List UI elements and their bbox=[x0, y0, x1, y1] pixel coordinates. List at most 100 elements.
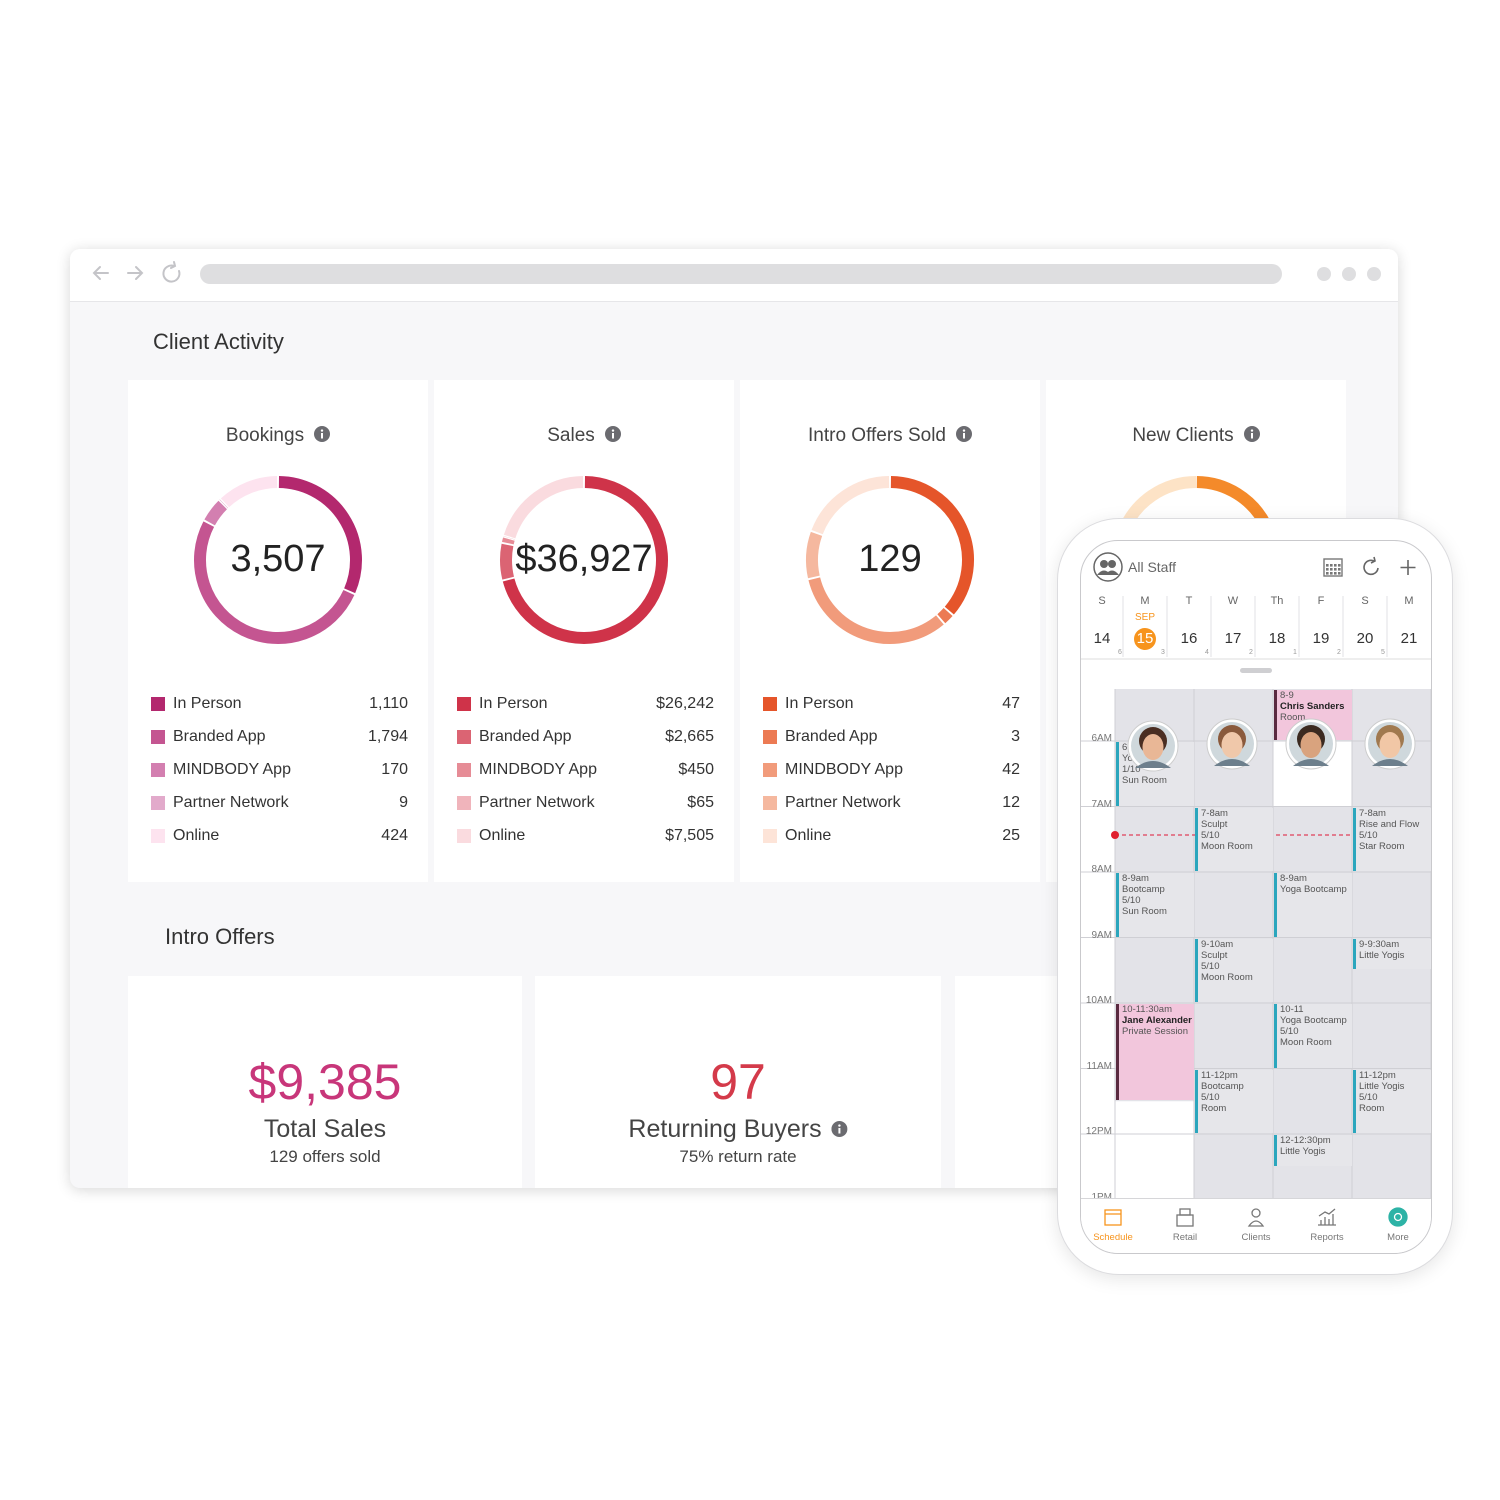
legend-swatch bbox=[151, 829, 165, 843]
nav-label[interactable]: More bbox=[1387, 1232, 1409, 1244]
event-text: Moon Room bbox=[1280, 1037, 1332, 1049]
legend-value: 12 bbox=[1002, 794, 1020, 812]
donut-total: $36,927 bbox=[515, 538, 653, 581]
intro-offer-card: 97 Returning Buyers 75% return rate bbox=[535, 976, 941, 1188]
calendar-button[interactable] bbox=[1323, 558, 1343, 577]
time-label: 9AM bbox=[1091, 929, 1112, 941]
week-strip bbox=[1081, 596, 1431, 660]
nav-icon[interactable] bbox=[1104, 1209, 1122, 1226]
time-label: 10AM bbox=[1085, 995, 1112, 1006]
info-icon[interactable] bbox=[831, 1120, 848, 1137]
legend-value: 1,110 bbox=[369, 695, 408, 713]
time-label: 12PM bbox=[1085, 1126, 1112, 1137]
day-date[interactable]: 15 bbox=[1136, 630, 1154, 647]
event-text: Bootcamp bbox=[1122, 884, 1165, 896]
time-label: 1PM bbox=[1091, 1191, 1112, 1199]
class-event[interactable]: 11-12pm Little Yogis 5/10 Room bbox=[1353, 1069, 1431, 1133]
nav-label[interactable]: Schedule bbox=[1093, 1232, 1133, 1244]
time-label: 6AM bbox=[1091, 733, 1112, 744]
nav-label[interactable]: Clients bbox=[1241, 1232, 1271, 1244]
class-event[interactable]: 8-9am Bootcamp 5/10 Sun Room bbox=[1116, 873, 1194, 937]
forward-button[interactable] bbox=[127, 266, 144, 280]
calendar-cell bbox=[1334, 564, 1337, 567]
client-body bbox=[1247, 1220, 1265, 1227]
browser-toolbar bbox=[70, 249, 1398, 302]
legend-value: 47 bbox=[1002, 695, 1020, 713]
back-button[interactable] bbox=[92, 266, 109, 280]
class-event[interactable]: 10-11 Yoga Bootcamp 5/10 Moon Room bbox=[1274, 1004, 1352, 1068]
day-date[interactable]: 19 bbox=[1312, 630, 1330, 647]
legend-swatch bbox=[457, 829, 471, 843]
event-text: Yoga Bootcamp bbox=[1280, 1015, 1347, 1027]
event-text: 1/10 bbox=[1122, 764, 1141, 776]
nav-label[interactable]: Retail bbox=[1172, 1232, 1198, 1244]
calendar-cell bbox=[1330, 572, 1333, 575]
event-text: Yoga Bootcamp bbox=[1280, 884, 1347, 896]
day-letter: M bbox=[1140, 595, 1150, 608]
event-text: Little Yogis bbox=[1359, 1080, 1405, 1092]
event-text: Sculpt bbox=[1201, 949, 1228, 961]
nav-label[interactable]: Reports bbox=[1310, 1232, 1344, 1244]
legend-label: Online bbox=[479, 827, 526, 845]
drawer-handle bbox=[1240, 668, 1272, 673]
class-event[interactable]: 8-9am Yoga Bootcamp bbox=[1274, 873, 1352, 937]
legend-label: MINDBODY App bbox=[173, 761, 291, 779]
header-icons bbox=[1093, 552, 1416, 582]
open-slot bbox=[1115, 1101, 1194, 1198]
day-date[interactable]: 17 bbox=[1224, 630, 1242, 647]
event-text: Chris Sanders bbox=[1280, 700, 1345, 712]
time-label: 8AM bbox=[1091, 864, 1112, 875]
nav-icon[interactable] bbox=[1247, 1208, 1265, 1227]
donut-chart bbox=[500, 476, 668, 644]
event-text: Rise and Flow bbox=[1359, 818, 1420, 830]
event-text: Sun Room bbox=[1122, 906, 1167, 918]
day-date[interactable]: 18 bbox=[1268, 630, 1286, 647]
offer-label: Returning Buyers bbox=[628, 1114, 848, 1144]
class-event[interactable]: 8-9 Chris Sanders Room bbox=[1274, 689, 1352, 740]
day-date[interactable]: 16 bbox=[1180, 630, 1198, 647]
staff-avatars bbox=[1127, 718, 1416, 772]
staff-filter: All Staff bbox=[1128, 558, 1176, 575]
avatar-shoulders bbox=[1214, 759, 1250, 766]
class-event[interactable]: 9-10am Sculpt 5/10 Moon Room bbox=[1195, 938, 1273, 1002]
day-date[interactable]: 20 bbox=[1356, 630, 1374, 647]
day-letter: W bbox=[1227, 595, 1239, 608]
nav-icon[interactable] bbox=[1318, 1208, 1336, 1226]
staff-body bbox=[1097, 570, 1119, 575]
class-event[interactable]: 11-12pm Bootcamp 5/10 Room bbox=[1195, 1069, 1273, 1133]
nav-icon[interactable] bbox=[1388, 1207, 1408, 1227]
offer-value: $9,385 bbox=[248, 1054, 402, 1110]
info-stem bbox=[321, 433, 324, 439]
event-text: Jane Alexander bbox=[1122, 1015, 1192, 1027]
class-event[interactable]: 7-8am Rise and Flow 5/10 Star Room bbox=[1353, 807, 1431, 871]
info-icon[interactable] bbox=[314, 426, 331, 443]
day-date[interactable]: 21 bbox=[1400, 630, 1418, 647]
address-bar[interactable] bbox=[200, 264, 1282, 284]
day-count: 4 bbox=[1205, 648, 1209, 656]
refresh-button[interactable] bbox=[1363, 556, 1379, 576]
event-text: 5/10 bbox=[1201, 960, 1220, 972]
legend-label: MINDBODY App bbox=[479, 761, 597, 779]
legend-swatch bbox=[151, 697, 165, 711]
info-icon[interactable] bbox=[1243, 426, 1260, 443]
avatar-shoulders bbox=[1372, 759, 1408, 766]
add-button[interactable] bbox=[1400, 560, 1416, 575]
day-count: 1 bbox=[1293, 648, 1297, 656]
section-heading: Client Activity bbox=[153, 328, 284, 354]
info-icon[interactable] bbox=[604, 426, 621, 443]
legend-value: $65 bbox=[687, 794, 714, 812]
info-icon[interactable] bbox=[956, 426, 972, 443]
reload-button[interactable] bbox=[162, 261, 181, 283]
class-event[interactable]: 7-8am Sculpt 5/10 Moon Room bbox=[1195, 807, 1273, 871]
day-date[interactable]: 14 bbox=[1093, 630, 1111, 647]
section-heading: Intro Offers bbox=[165, 923, 275, 949]
class-event[interactable]: 12-12:30pm Little Yogis bbox=[1274, 1135, 1352, 1166]
event-text: 7-8am bbox=[1201, 807, 1228, 819]
donut-chart bbox=[806, 476, 974, 644]
avatar-face bbox=[1142, 734, 1164, 760]
class-event[interactable]: 10-11:30am Jane Alexander Private Session bbox=[1116, 1004, 1194, 1101]
nav-icon[interactable] bbox=[1176, 1208, 1194, 1227]
nav-icons bbox=[1104, 1207, 1408, 1227]
class-event[interactable]: 9-9:30am Little Yogis bbox=[1353, 938, 1431, 970]
day-count: 3 bbox=[1161, 648, 1165, 656]
